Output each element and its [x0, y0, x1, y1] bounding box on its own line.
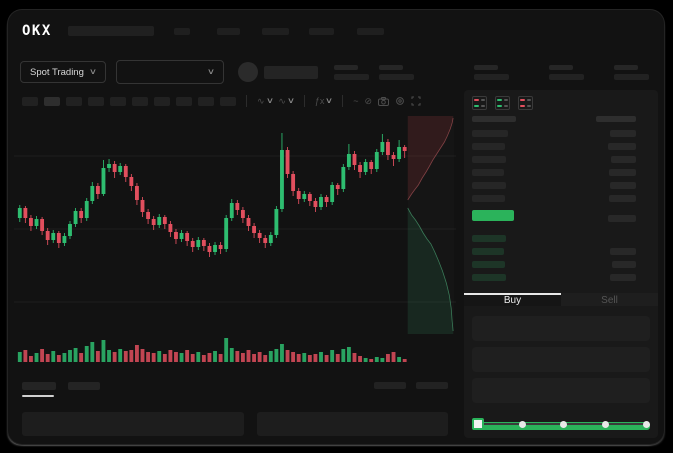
- market-type-label: Spot Trading: [30, 66, 84, 78]
- indicators-icon[interactable]: ƒx ∨: [314, 96, 334, 106]
- tab-sell[interactable]: Sell: [561, 293, 658, 306]
- ask-row[interactable]: [472, 130, 650, 137]
- ask-row[interactable]: [472, 182, 650, 189]
- divider: [246, 95, 247, 107]
- book-bids-icon[interactable]: [495, 96, 510, 110]
- header-search-placeholder[interactable]: [67, 26, 154, 36]
- timeframe-button[interactable]: [22, 96, 38, 106]
- ask-row[interactable]: [472, 156, 650, 163]
- orders-table-placeholder: [22, 412, 244, 436]
- nav-item-placeholder[interactable]: [216, 27, 240, 35]
- tab-buy[interactable]: Buy: [464, 293, 561, 306]
- market-type-dropdown[interactable]: Spot Trading ∨: [20, 61, 106, 83]
- ticker-stat: [548, 64, 584, 80]
- timeframe-button[interactable]: [110, 96, 126, 106]
- slider-stop[interactable]: [643, 420, 650, 428]
- nav-item-placeholder[interactable]: [356, 27, 384, 35]
- nav-item-placeholder[interactable]: [173, 27, 190, 35]
- order-book: [472, 116, 650, 287]
- order-form-fields: [472, 316, 650, 403]
- ticker-stats: [318, 64, 649, 80]
- orders-action-placeholder[interactable]: [416, 382, 448, 389]
- ticker-stat: [473, 64, 509, 80]
- chevron-down-icon: ∨: [206, 67, 215, 76]
- ticker-stat: [613, 64, 649, 80]
- camera-icon[interactable]: [378, 96, 389, 106]
- orders-tab-active[interactable]: [22, 382, 56, 397]
- orders-table-area: [14, 412, 456, 436]
- instrument-bar: Spot Trading ∨ ∨: [8, 52, 664, 92]
- book-asks-icon[interactable]: [518, 96, 533, 110]
- book-combined-icon[interactable]: [472, 96, 487, 110]
- chart-section: ∿ ∨ ∿ ∨ ƒx ∨ ~ ⊘: [14, 90, 456, 438]
- nav-item-placeholder[interactable]: [308, 27, 334, 35]
- ask-row[interactable]: [472, 169, 650, 176]
- okx-logo: OKX: [22, 23, 52, 39]
- timeframe-buttons: [22, 96, 236, 106]
- pair-select-dropdown[interactable]: ∨: [115, 60, 224, 84]
- bid-row[interactable]: [472, 235, 650, 242]
- timeframe-button[interactable]: [44, 96, 60, 106]
- orders-bar-actions: [374, 382, 448, 389]
- slider-handle[interactable]: [472, 418, 484, 430]
- nav-item-placeholder[interactable]: [261, 27, 289, 35]
- divider: [342, 95, 344, 107]
- timeframe-button[interactable]: [154, 96, 170, 106]
- timeframe-button[interactable]: [66, 96, 82, 106]
- candlestick-chart[interactable]: [14, 114, 456, 368]
- slider-stop[interactable]: [518, 420, 526, 428]
- fullscreen-icon[interactable]: [411, 96, 421, 106]
- last-price-row: [472, 208, 650, 229]
- timeframe-button[interactable]: [132, 96, 148, 106]
- slider-stops: [472, 417, 650, 431]
- top-navigation-bar: OKX: [8, 10, 664, 52]
- chevron-down-icon: ∨: [88, 67, 97, 76]
- ticker-stat: [333, 64, 369, 80]
- header-nav: [154, 27, 384, 35]
- orderbook-header: [472, 116, 650, 122]
- amount-slider[interactable]: [472, 417, 650, 430]
- orders-tabs-bar: [14, 382, 456, 404]
- line-tool-icon[interactable]: ~: [353, 96, 359, 106]
- timeframe-button[interactable]: [220, 96, 236, 106]
- bid-row[interactable]: [472, 274, 650, 281]
- overlay-style-icon[interactable]: ∿ ∨: [278, 95, 295, 106]
- okx-app-window: OKX Spot Trading ∨ ∨: [8, 10, 664, 444]
- order-input-placeholder[interactable]: [472, 378, 650, 403]
- ask-row[interactable]: [472, 195, 650, 202]
- buy-sell-tabs: Buy Sell: [464, 293, 658, 306]
- slider-stop[interactable]: [560, 420, 567, 428]
- divider: [303, 95, 305, 107]
- ask-row[interactable]: [472, 143, 650, 150]
- orderbook-trade-panel: Buy Sell: [464, 90, 658, 438]
- bid-row[interactable]: [472, 248, 650, 255]
- slider-stop[interactable]: [601, 420, 609, 428]
- chart-toolbar: ∿ ∨ ∿ ∨ ƒx ∨ ~ ⊘: [14, 90, 456, 112]
- eraser-icon[interactable]: ⊘: [364, 95, 372, 106]
- candle-style-icon[interactable]: ∿ ∨: [257, 95, 274, 106]
- settings-gear-icon[interactable]: [395, 96, 405, 106]
- orders-tab[interactable]: [68, 382, 100, 390]
- timeframe-button[interactable]: [88, 96, 104, 106]
- timeframe-button[interactable]: [198, 96, 214, 106]
- coin-avatar: [237, 62, 258, 82]
- ticker-stat: [378, 64, 414, 80]
- timeframe-button[interactable]: [176, 96, 192, 106]
- orderbook-view-toggles: [472, 96, 650, 110]
- pair-name-placeholder: [263, 65, 318, 79]
- orders-table-placeholder: [257, 412, 448, 436]
- order-input-placeholder[interactable]: [472, 347, 650, 372]
- last-price-indicator: [472, 210, 514, 221]
- order-input-placeholder[interactable]: [472, 316, 650, 341]
- orders-action-placeholder[interactable]: [374, 382, 406, 389]
- bid-row[interactable]: [472, 261, 650, 268]
